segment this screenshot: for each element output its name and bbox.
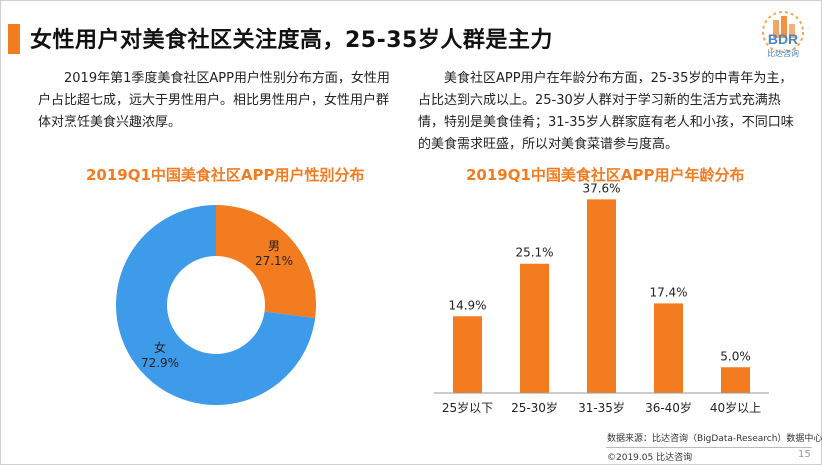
category-tick-label: 40岁以上 bbox=[710, 400, 761, 415]
logo-text: BDR bbox=[768, 31, 798, 47]
category-tick-label: 25-30岁 bbox=[511, 400, 558, 415]
pie-slice-female bbox=[115, 205, 316, 406]
gender-description: 2019年第1季度美食社区APP用户性别分布方面，女性用户占比超七成，远大于男性… bbox=[38, 71, 390, 130]
bar bbox=[721, 367, 750, 393]
bar-value-label: 25.1% bbox=[515, 246, 553, 260]
bar bbox=[520, 263, 549, 393]
bar bbox=[453, 316, 482, 393]
gender-donut-chart: 男27.1% 女72.9% bbox=[115, 205, 316, 406]
age-chart-title: 2019Q1中国美食社区APP用户年龄分布 bbox=[466, 166, 745, 184]
bar-value-label: 14.9% bbox=[448, 298, 486, 312]
category-tick-label: 36-40岁 bbox=[645, 400, 692, 415]
category-tick-label: 31-35岁 bbox=[578, 400, 625, 415]
gender-chart-title: 2019Q1中国美食社区APP用户性别分布 bbox=[86, 166, 365, 184]
pie-value-label: 72.9% bbox=[141, 356, 179, 370]
data-source: 数据来源：比达咨询（BigData-Research）数据中心 bbox=[607, 434, 822, 444]
bar-value-label: 5.0% bbox=[720, 349, 751, 363]
category-tick-label: 25岁以下 bbox=[442, 400, 493, 415]
pie-label: 男 bbox=[268, 239, 280, 253]
bar bbox=[587, 199, 616, 393]
pie-slice-male bbox=[216, 205, 316, 319]
bdr-logo-icon: BDR 比达咨询 bbox=[762, 11, 804, 58]
copyright: ©2019.05 比达咨询 bbox=[607, 453, 693, 463]
footer-divider bbox=[606, 447, 812, 448]
pie-label: 女 bbox=[154, 340, 166, 355]
pie-value-label: 27.1% bbox=[255, 254, 293, 268]
title-accent-bar bbox=[8, 24, 20, 54]
page-number: 15 bbox=[798, 449, 811, 460]
logo-subtext: 比达咨询 bbox=[767, 48, 799, 58]
bar-value-label: 37.6% bbox=[582, 181, 620, 195]
age-bar-chart: 14.9% 25岁以下 25.1% 25-30岁 37.6% 31-35岁 17.4% 36-… bbox=[434, 181, 769, 415]
age-description: 美食社区APP用户在年龄分布方面，25-35岁的中青年为主，占比达到六成以上。2… bbox=[418, 71, 794, 152]
bar-value-label: 17.4% bbox=[649, 285, 687, 299]
slide-title: 女性用户对美食社区关注度高，25-35岁人群是主力 bbox=[30, 28, 553, 53]
bar bbox=[654, 303, 683, 393]
